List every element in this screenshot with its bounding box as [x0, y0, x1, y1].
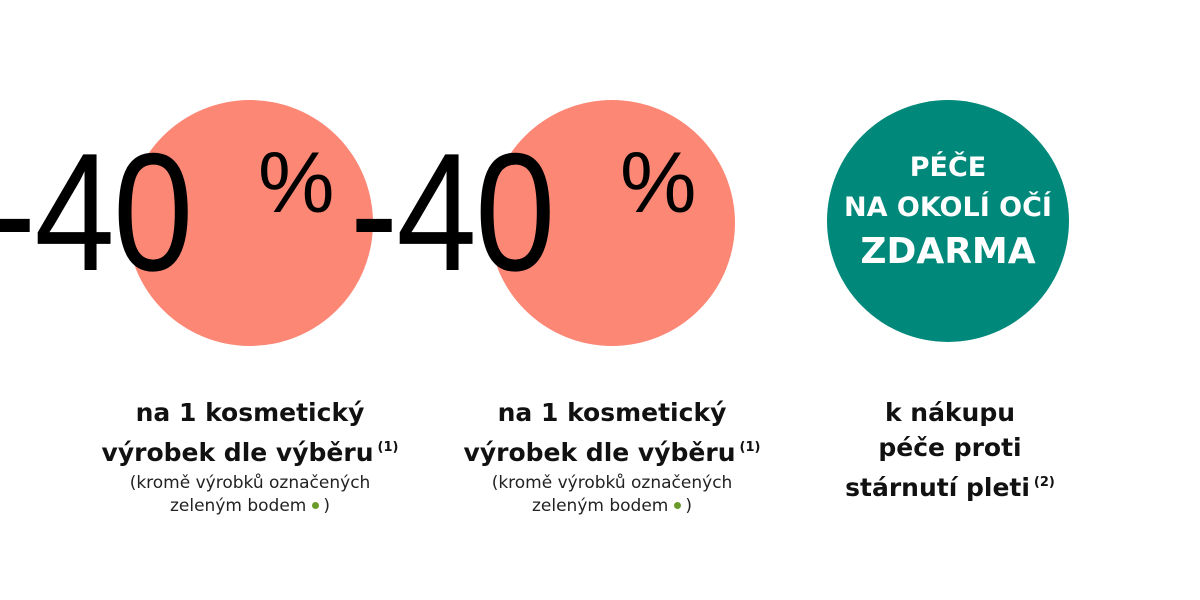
caption-line: výrobek dle výběru (1) [70, 430, 430, 470]
offer: -40 % na 1 kosmetický výrobek dle výběru… [0, 0, 430, 600]
green-dot [674, 502, 682, 509]
note-line: zeleným bodem) [432, 495, 792, 518]
note-line: (kromě výrobků označených [129, 473, 371, 493]
badge-circle: PÉČE NA OKOLÍ OČÍ ZDARMA [827, 100, 1069, 342]
caption-line: na 1 kosmetický [497, 398, 727, 427]
badge-circle [127, 100, 373, 346]
offer: -40 % na 1 kosmetický výrobek dle výběru… [350, 0, 792, 600]
note: (kromě výrobků označených zeleným bodem) [70, 472, 430, 518]
note: (kromě výrobků označených zeleným bodem) [432, 472, 792, 518]
badge-line: ZDARMA [860, 231, 1036, 272]
caption: na 1 kosmetický výrobek dle výběru (1) [70, 395, 430, 470]
caption: na 1 kosmetický výrobek dle výběru (1) [432, 395, 792, 470]
caption-line: stárnutí pleti (2) [770, 465, 1130, 505]
caption-text: výrobek dle výběru [463, 438, 736, 467]
note-text: zeleným bodem [169, 496, 307, 516]
caption-line: péče proti [878, 433, 1022, 462]
badge-line: PÉČE [909, 152, 987, 183]
caption: k nákupu péče proti stárnutí pleti (2) [770, 395, 1130, 505]
caption-line: k nákupu [884, 398, 1016, 427]
footnote-ref: (1) [377, 440, 399, 455]
note-text: ) [323, 496, 330, 516]
discount-unit: % [620, 135, 697, 231]
caption-text: výrobek dle výběru [101, 438, 374, 467]
caption-line: výrobek dle výběru (1) [432, 430, 792, 470]
badge-circle [489, 100, 735, 346]
discount-value: -40 [350, 118, 555, 306]
caption-text: stárnutí pleti [845, 473, 1030, 502]
green-dot [312, 502, 320, 509]
note-text: ) [685, 496, 692, 516]
offer: PÉČE NA OKOLÍ OČÍ ZDARMA k nákupu péče p… [770, 0, 1130, 600]
note-line: zeleným bodem) [70, 495, 430, 518]
discount-unit: % [258, 135, 335, 231]
discount-value: -40 [0, 118, 193, 306]
badge-line: NA OKOLÍ OČÍ [844, 192, 1052, 223]
footnote-ref: (1) [739, 440, 761, 455]
note-text: zeleným bodem [531, 496, 669, 516]
note-line: (kromě výrobků označených [491, 473, 733, 493]
caption-line: na 1 kosmetický [135, 398, 365, 427]
footnote-ref: (2) [1033, 475, 1055, 490]
